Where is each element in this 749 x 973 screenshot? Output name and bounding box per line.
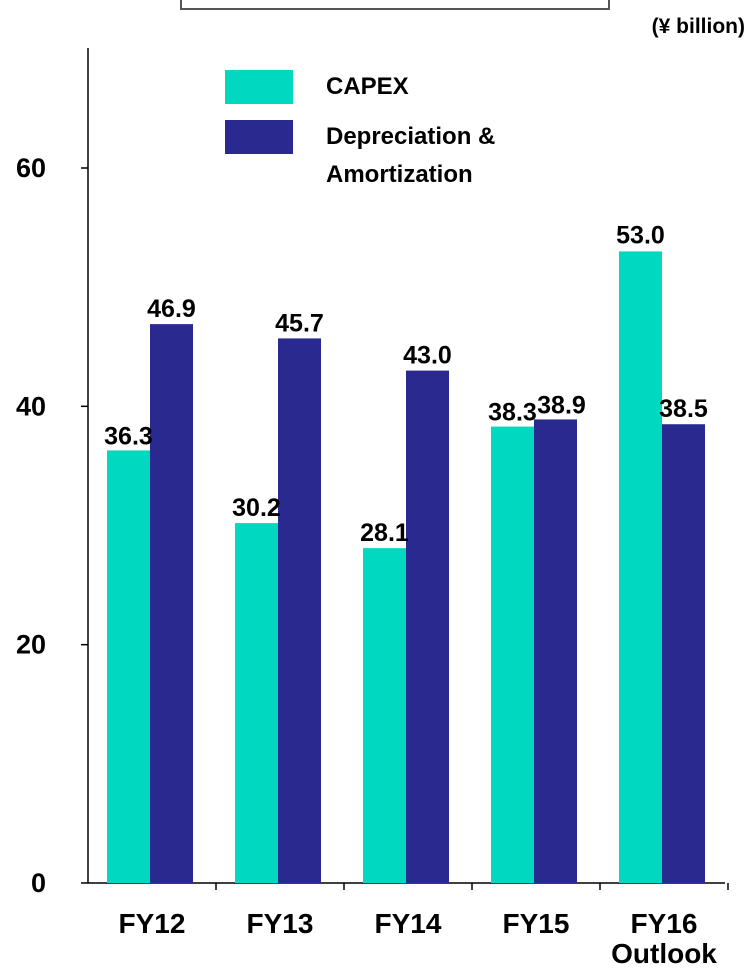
legend-label-0: CAPEX <box>326 73 409 100</box>
bar-capex-2 <box>363 548 406 883</box>
bar-capex-1 <box>235 523 278 883</box>
legend-label-1: Amortization <box>326 161 473 188</box>
data-label: 53.0 <box>616 221 665 249</box>
bar-capex-4 <box>619 251 662 883</box>
x-tick-label: Outlook <box>611 938 717 969</box>
x-tick-label: FY12 <box>119 908 186 939</box>
data-label: 38.5 <box>659 395 708 423</box>
legend-label-1: Depreciation & <box>326 123 495 150</box>
data-label: 30.2 <box>232 494 281 522</box>
bar-depreciation-1 <box>278 338 321 883</box>
data-label: 45.7 <box>275 309 324 337</box>
legend: CAPEX Depreciation & Amortization <box>225 70 495 188</box>
bars <box>107 251 705 883</box>
y-tick-label: 60 <box>16 153 46 183</box>
x-tick-label: FY14 <box>375 908 442 939</box>
header-bar-fragment <box>180 0 610 10</box>
y-tick-label: 20 <box>16 630 46 660</box>
bar-depreciation-4 <box>662 424 705 883</box>
bar-depreciation-2 <box>406 370 449 883</box>
x-tick-label: FY15 <box>503 908 570 939</box>
unit-label: (¥ billion) <box>652 15 745 38</box>
bar-depreciation-0 <box>150 324 193 883</box>
data-label: 36.3 <box>104 422 153 450</box>
bar-depreciation-3 <box>534 419 577 883</box>
legend-swatch-1 <box>225 120 293 154</box>
y-tick-label: 40 <box>16 391 46 421</box>
bar-capex-0 <box>107 450 150 883</box>
data-label: 46.9 <box>147 295 196 323</box>
data-label: 38.9 <box>537 391 586 419</box>
x-tick-label: FY16 <box>631 908 698 939</box>
x-tick-label: FY13 <box>247 908 314 939</box>
data-label: 43.0 <box>403 342 452 370</box>
data-label: 28.1 <box>360 519 409 547</box>
data-labels: 36.3 30.2 28.1 38.3 53.0 46.9 45.7 43.0 38.9 38.5 <box>104 221 708 547</box>
legend-swatch-0 <box>225 70 293 104</box>
data-label: 38.3 <box>488 399 537 427</box>
y-tick-label: 0 <box>31 868 46 898</box>
y-ticks: 0 20 40 60 <box>16 153 729 898</box>
bar-capex-3 <box>491 426 534 883</box>
